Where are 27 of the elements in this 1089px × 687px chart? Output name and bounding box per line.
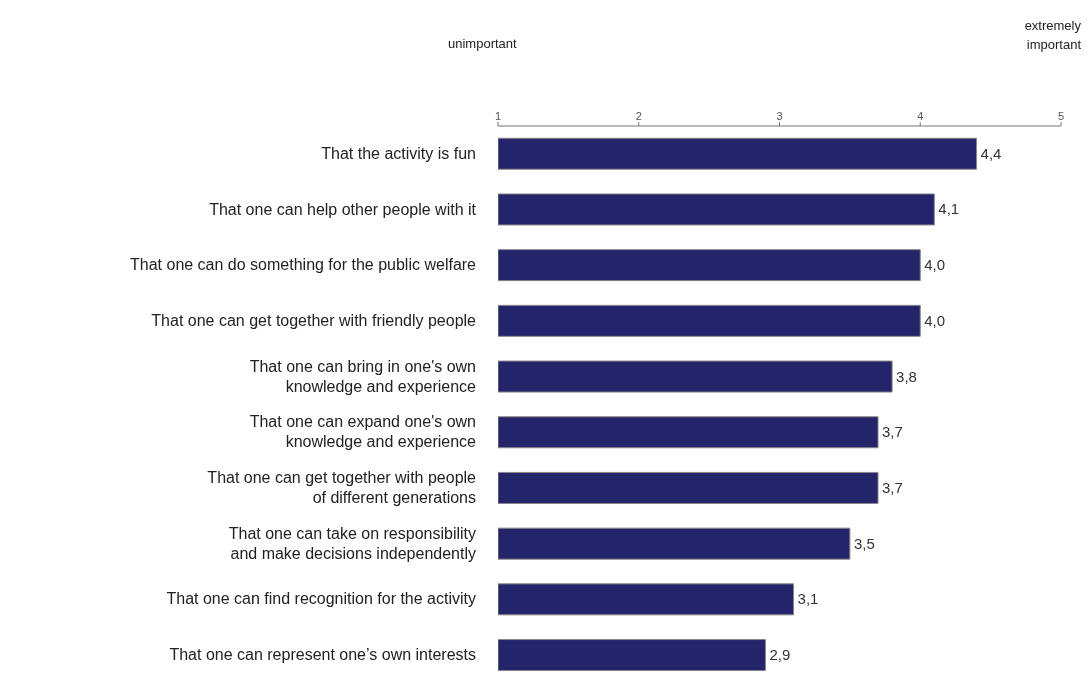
- x-tick-label: 2: [635, 110, 642, 122]
- data-label: 3,7: [882, 478, 903, 496]
- data-label: 4,4: [980, 144, 1002, 162]
- x-tick-label: 4: [917, 110, 924, 122]
- x-tick-label: 3: [776, 110, 783, 122]
- text: extremely important: [1023, 17, 1081, 54]
- y-tick-label: That the activity is fun: [321, 144, 476, 162]
- data-label: 4,1: [938, 200, 960, 218]
- x-tick-label: 1: [494, 110, 502, 122]
- y-tick-label: That one can take on responsibility and make decisions independently: [228, 524, 476, 562]
- data-label: 3,1: [797, 590, 819, 608]
- y-tick-label: That one can get together with friendly people: [151, 311, 477, 329]
- data-label: 3,5: [853, 534, 875, 552]
- data-label: 4,0: [924, 256, 946, 274]
- data-label: 4,0: [924, 311, 946, 329]
- y-tick-label: That one can bring in one's own knowledge and experience: [249, 357, 477, 395]
- y-tick-label: That one can expand one's own knowledge and experience: [249, 413, 477, 451]
- y-tick-label: That one can help other people with it: [209, 200, 477, 218]
- data-label: 2,9: [769, 646, 791, 664]
- data-label: 3,7: [882, 423, 903, 441]
- y-tick-label: That one can find recognition for the activity: [166, 590, 476, 608]
- y-tick-label: That one can get together with people of different generations: [207, 469, 477, 507]
- x-tick-label: 5: [1057, 110, 1065, 122]
- data-label: 3,8: [896, 367, 917, 385]
- y-tick-label: That one can do something for the public welfare: [130, 256, 477, 274]
- text: unimportant: [448, 36, 517, 51]
- y-tick-label: That one can represent one’s own interests: [169, 646, 476, 664]
